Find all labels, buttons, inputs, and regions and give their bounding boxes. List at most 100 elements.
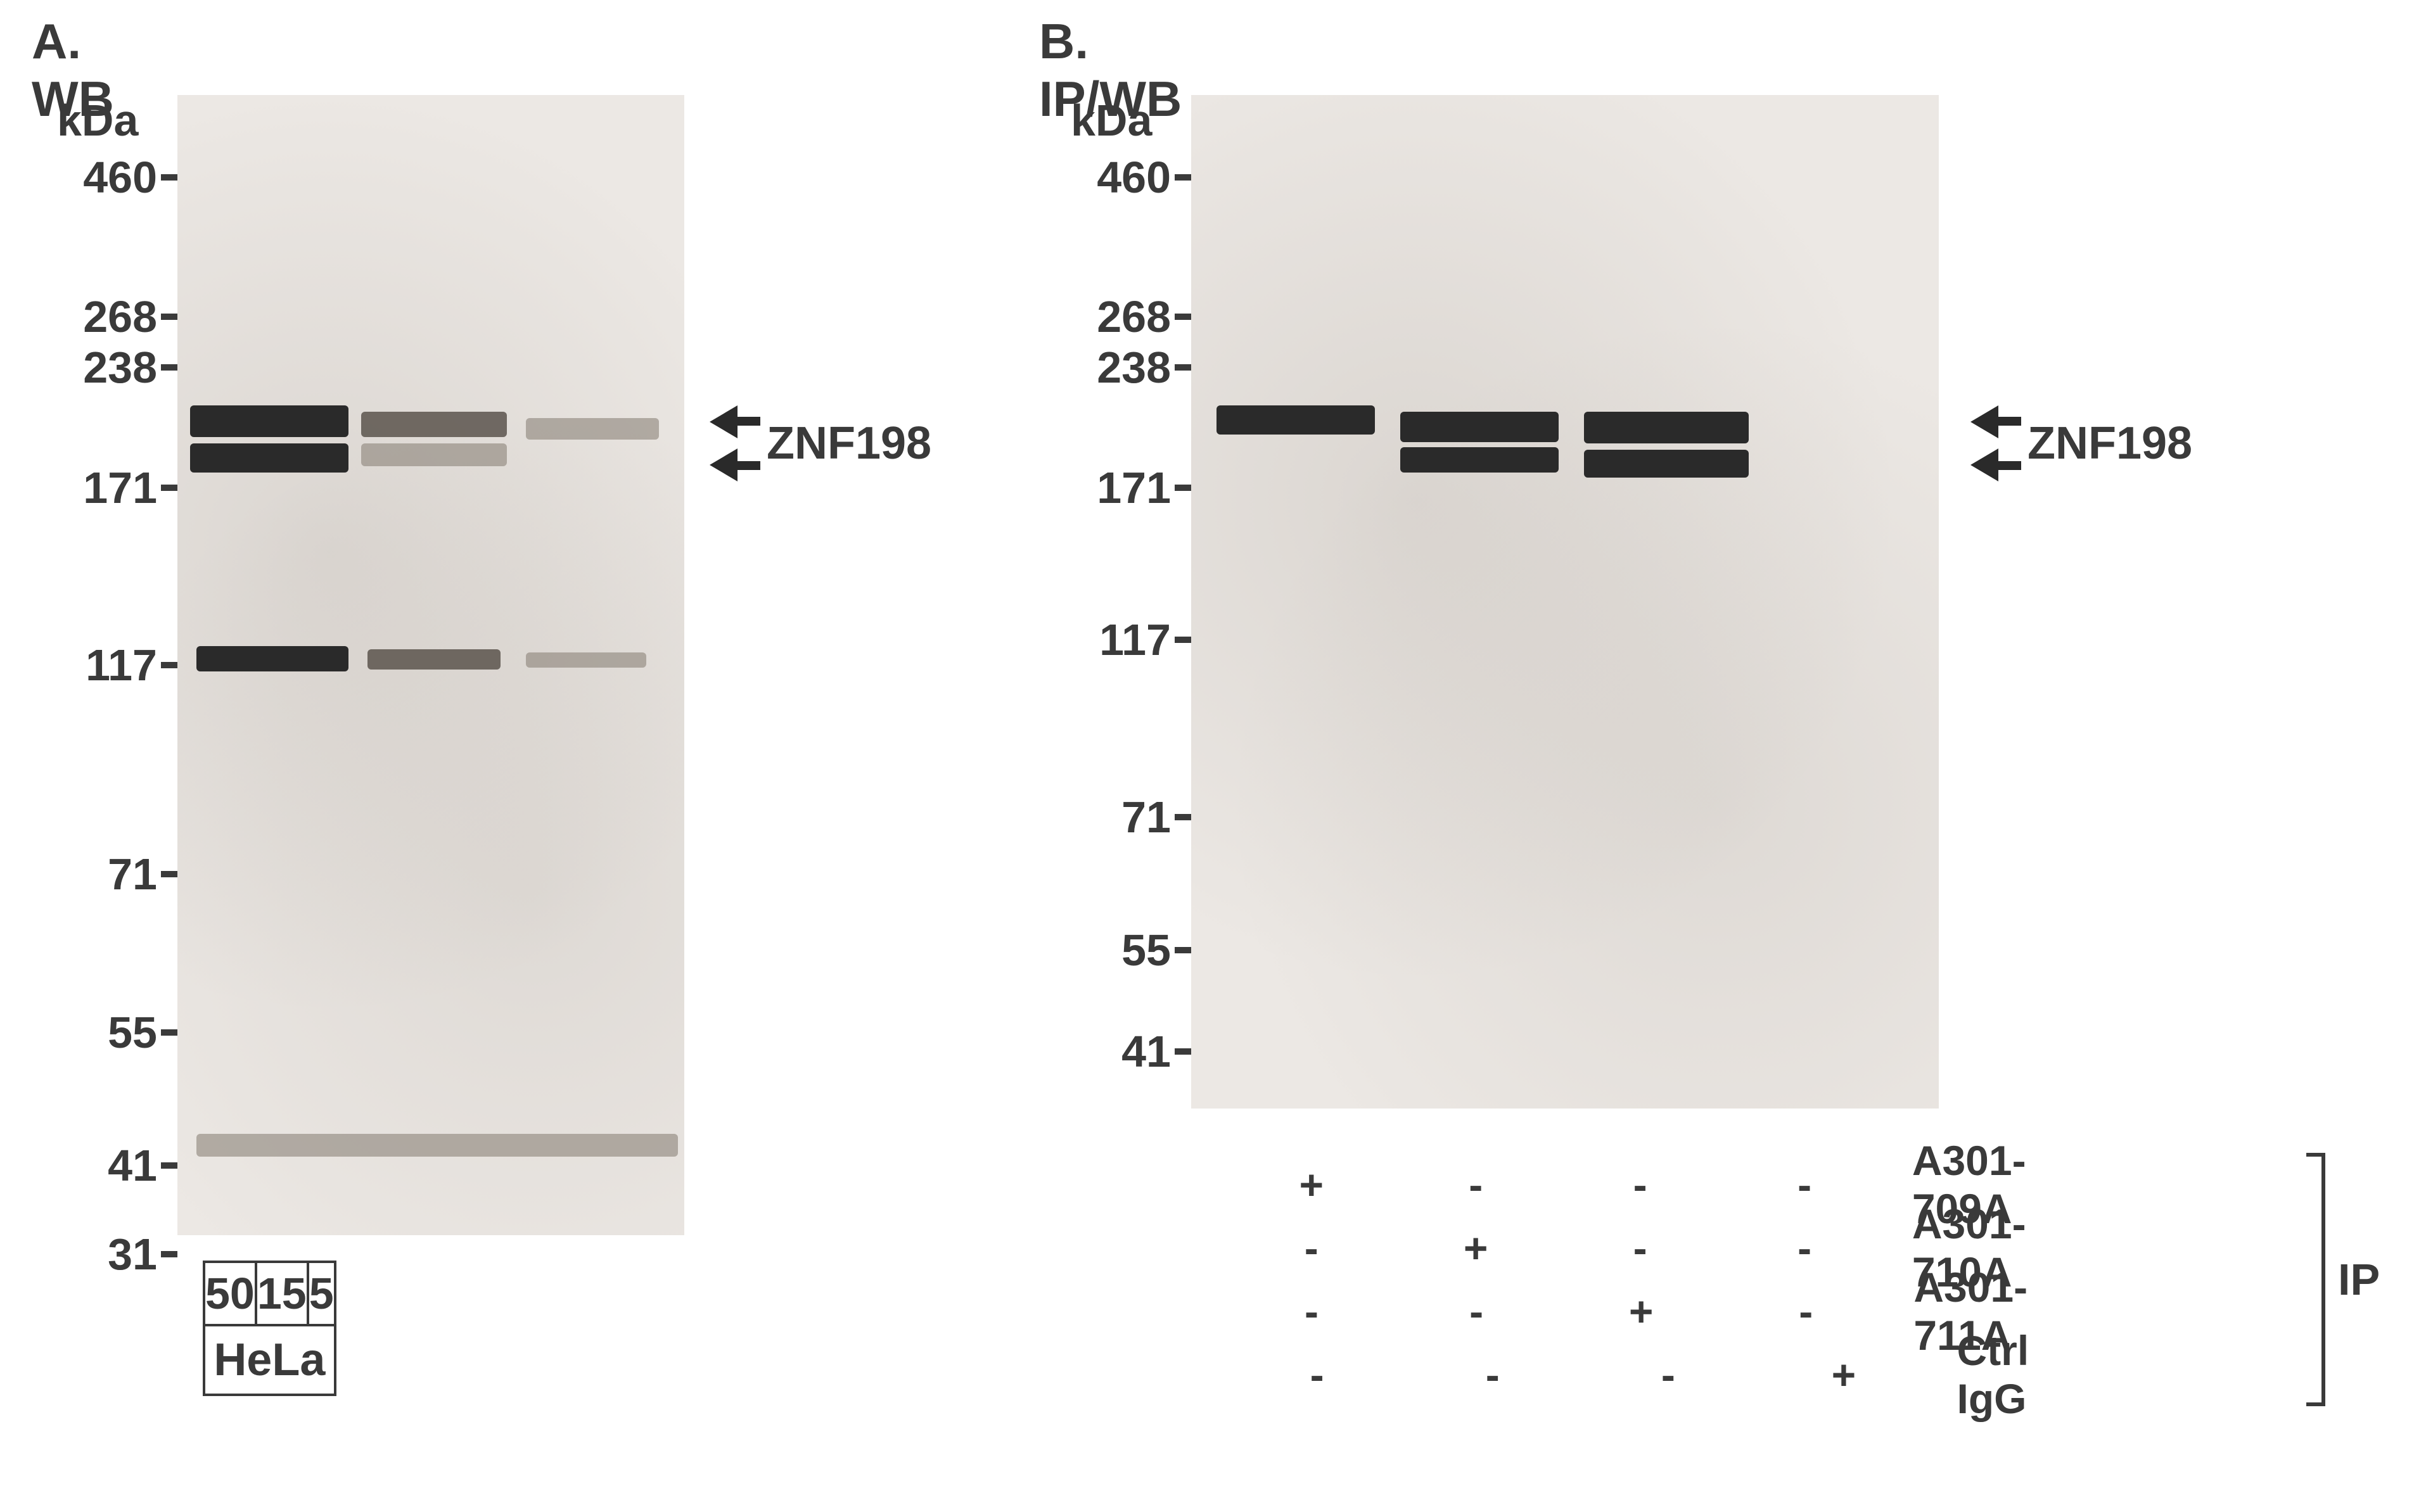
panel-a-tick: 71 xyxy=(38,849,177,899)
tick-mark xyxy=(161,1162,177,1169)
ip-antibody-label: Ctrl IgG xyxy=(1957,1326,2104,1423)
lane-load: 50 xyxy=(204,1262,256,1325)
ip-bracket xyxy=(2306,1153,2325,1406)
ip-mark: - xyxy=(1393,1160,1557,1209)
ip-grid: + - - - A301-709A - + - - A301-710A - - … xyxy=(1229,1153,2104,1406)
sample-row: HeLa xyxy=(204,1325,335,1395)
panel-b-tick: 71 xyxy=(1052,792,1191,842)
ip-mark: - xyxy=(1723,1287,1888,1335)
ip-mark: - xyxy=(1722,1160,1886,1209)
band xyxy=(1400,412,1559,442)
tick-mark xyxy=(161,662,177,668)
tick-label: 268 xyxy=(83,291,157,342)
ip-row: - - - + Ctrl IgG xyxy=(1229,1343,2104,1406)
band xyxy=(190,443,348,473)
tick-mark xyxy=(1175,314,1191,320)
panel-a-tick: 238 xyxy=(38,342,177,393)
panel-b-kda-label: kDa xyxy=(1071,95,1152,146)
tick-label: 117 xyxy=(1099,614,1171,665)
band xyxy=(1216,405,1375,435)
band xyxy=(190,405,348,437)
tick-label: 460 xyxy=(1097,152,1171,203)
ip-mark: + xyxy=(1559,1287,1723,1335)
panel-a-tick: 171 xyxy=(38,462,177,513)
band xyxy=(196,646,348,671)
tick-label: 117 xyxy=(86,640,157,690)
band xyxy=(361,412,507,437)
band xyxy=(361,443,507,466)
panel-a-tick: 117 xyxy=(38,640,177,690)
ip-mark: - xyxy=(1558,1224,1722,1272)
panel-a-lane-table: 50 15 5 HeLa xyxy=(203,1261,336,1396)
panel-b-blot xyxy=(1191,95,1939,1109)
tick-label: 171 xyxy=(1097,462,1171,513)
band xyxy=(1584,412,1749,443)
panel-a-tick: 55 xyxy=(38,1007,177,1058)
band xyxy=(196,1134,678,1157)
tick-mark xyxy=(161,1251,177,1257)
tick-mark xyxy=(161,871,177,877)
band xyxy=(367,649,501,670)
tick-label: 71 xyxy=(108,849,157,899)
tick-mark xyxy=(161,485,177,491)
tick-label: 71 xyxy=(1121,792,1171,842)
panel-b-tick: 238 xyxy=(1052,342,1191,393)
tick-label: 55 xyxy=(1121,925,1171,975)
panel-a-target: ZNF198 xyxy=(710,405,931,481)
panel-a-tick: 41 xyxy=(38,1140,177,1191)
ip-caption: IP xyxy=(2338,1254,2380,1305)
tick-mark xyxy=(161,314,177,320)
tick-mark xyxy=(1175,174,1191,181)
ip-mark: - xyxy=(1580,1350,1756,1399)
panel-b-tick: 55 xyxy=(1052,925,1191,975)
panel-b-tick: 268 xyxy=(1052,291,1191,342)
band xyxy=(526,652,646,668)
band xyxy=(1584,450,1749,478)
tick-label: 41 xyxy=(1121,1026,1171,1077)
tick-label: 238 xyxy=(83,342,157,393)
tick-mark xyxy=(161,174,177,181)
lane-loads-row: 50 15 5 xyxy=(204,1262,335,1325)
ip-mark: - xyxy=(1722,1224,1886,1272)
ip-mark: - xyxy=(1405,1350,1580,1399)
panel-b-tick: 460 xyxy=(1052,152,1191,203)
ip-mark: - xyxy=(1229,1287,1394,1335)
tick-label: 171 xyxy=(83,462,157,513)
ip-mark: - xyxy=(1394,1287,1559,1335)
tick-mark xyxy=(1175,1048,1191,1055)
panel-b-blot-noise xyxy=(1191,95,1939,1109)
panel-b-tick: 117 xyxy=(1052,614,1191,665)
tick-label: 460 xyxy=(83,152,157,203)
tick-mark xyxy=(1175,485,1191,491)
tick-mark xyxy=(1175,814,1191,820)
band xyxy=(1400,447,1559,473)
panel-a-kda-label: kDa xyxy=(57,95,138,146)
tick-label: 55 xyxy=(108,1007,157,1058)
tick-mark xyxy=(1175,637,1191,643)
sample-label: HeLa xyxy=(204,1325,335,1395)
tick-label: 31 xyxy=(108,1229,157,1280)
target-label-text: ZNF198 xyxy=(2027,417,2192,469)
ip-mark: + xyxy=(1229,1160,1393,1209)
tick-mark xyxy=(1175,947,1191,953)
panel-a-tick: 31 xyxy=(38,1229,177,1280)
tick-mark xyxy=(161,1029,177,1036)
target-label-text: ZNF198 xyxy=(767,417,931,469)
tick-mark xyxy=(161,364,177,371)
ip-mark: - xyxy=(1229,1224,1393,1272)
tick-mark xyxy=(1175,364,1191,371)
tick-label: 41 xyxy=(108,1140,157,1191)
panel-a-tick: 268 xyxy=(38,291,177,342)
lane-load: 5 xyxy=(308,1262,335,1325)
arrow-icon xyxy=(710,405,760,481)
panel-b-tick: 171 xyxy=(1052,462,1191,513)
tick-label: 238 xyxy=(1097,342,1171,393)
ip-mark: + xyxy=(1393,1224,1557,1272)
tick-label: 268 xyxy=(1097,291,1171,342)
ip-mark: - xyxy=(1558,1160,1722,1209)
panel-b-target: ZNF198 xyxy=(1970,405,2192,481)
band xyxy=(526,418,659,440)
ip-mark: + xyxy=(1756,1350,1931,1399)
panel-b-tick: 41 xyxy=(1052,1026,1191,1077)
arrow-icon xyxy=(1970,405,2021,481)
